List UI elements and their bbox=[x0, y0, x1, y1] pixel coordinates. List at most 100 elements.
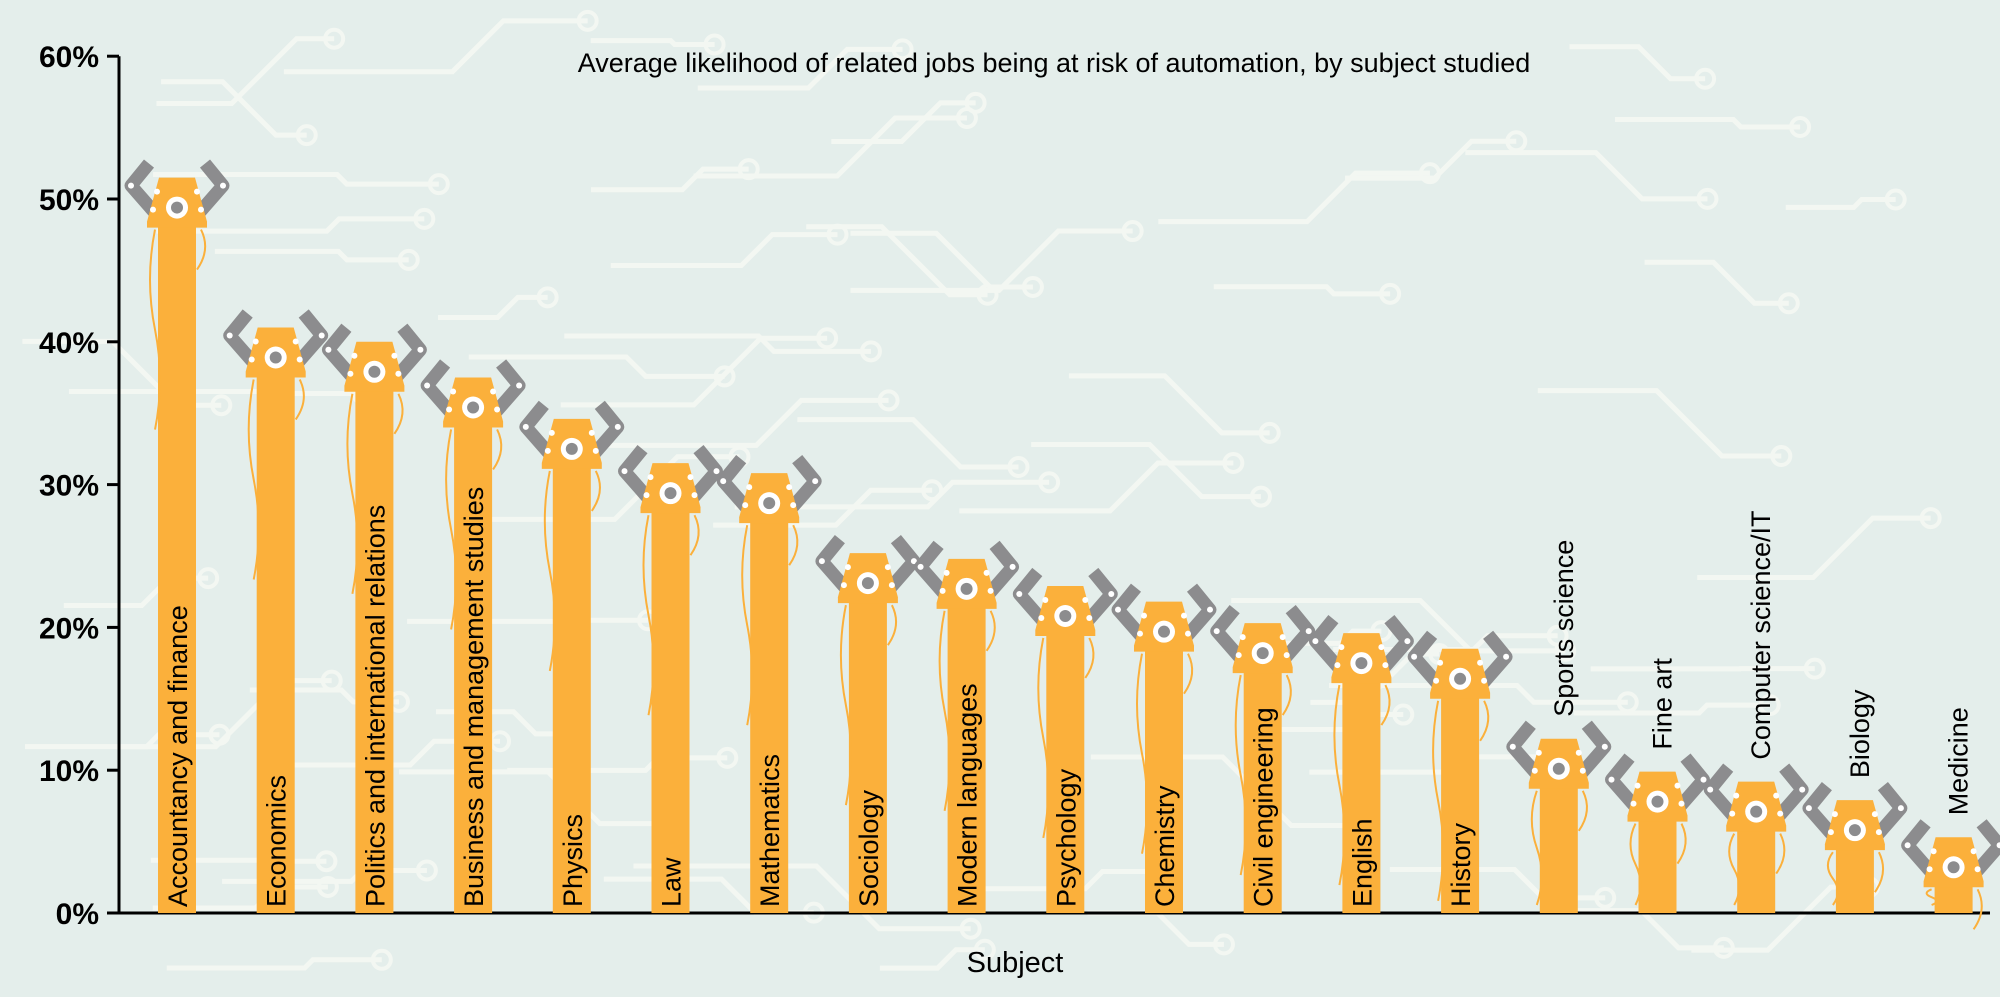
circuit-node bbox=[1777, 292, 1800, 315]
robot-wire bbox=[1775, 833, 1786, 875]
circuit-node bbox=[370, 948, 393, 971]
robot-wire bbox=[247, 379, 260, 580]
circuit-node bbox=[1007, 455, 1030, 478]
bar: Mathematics bbox=[716, 455, 822, 913]
circuit-node bbox=[1712, 936, 1735, 959]
robot-wire bbox=[1577, 790, 1588, 832]
robot-wire bbox=[1183, 653, 1194, 695]
claw-joint bbox=[1312, 638, 1319, 645]
robot-pupil bbox=[1848, 824, 1861, 837]
circuit-node bbox=[959, 917, 982, 940]
claw-joint bbox=[1108, 590, 1115, 597]
robot-wire bbox=[887, 604, 898, 646]
head-rivet bbox=[1477, 659, 1484, 666]
bar: Economics bbox=[223, 309, 329, 913]
bar-body bbox=[651, 493, 690, 913]
circuit-node bbox=[210, 394, 233, 417]
head-rivet bbox=[1437, 659, 1444, 666]
robot-wire bbox=[393, 393, 404, 435]
circuit-node bbox=[397, 248, 420, 271]
head-rivet bbox=[888, 582, 895, 589]
robot-wire bbox=[196, 229, 207, 271]
bar: Physics bbox=[519, 400, 625, 913]
circuit-trace bbox=[1068, 373, 1270, 436]
head-rivet bbox=[647, 474, 654, 481]
bar-body bbox=[256, 357, 295, 913]
claw-joint bbox=[128, 182, 134, 189]
robot-pupil bbox=[1158, 625, 1170, 638]
head-rivet bbox=[1579, 767, 1586, 774]
robot-wire bbox=[294, 379, 305, 421]
circuit-node bbox=[536, 286, 559, 309]
circuit-trace bbox=[1550, 908, 1724, 951]
bar: English bbox=[1308, 614, 1414, 913]
robot-wire bbox=[1037, 637, 1050, 839]
robot-pupil bbox=[1454, 672, 1467, 685]
y-tick-label: 10% bbox=[39, 755, 99, 788]
robot-wire bbox=[1432, 700, 1445, 902]
bar: Sports science bbox=[1506, 540, 1612, 913]
claw-joint bbox=[614, 423, 621, 430]
category-label: Business and management studies bbox=[459, 487, 489, 907]
robot-pupil bbox=[1552, 762, 1565, 775]
robot-wire bbox=[149, 229, 161, 430]
claw-joint bbox=[1897, 805, 1904, 812]
circuit-node bbox=[1370, 620, 1393, 643]
head-rivet bbox=[790, 502, 797, 509]
head-rivet bbox=[1531, 767, 1538, 774]
head-rivet bbox=[1141, 612, 1147, 619]
circuit-node bbox=[1919, 507, 1942, 530]
circuit-node bbox=[716, 746, 739, 769]
circuit-node bbox=[413, 207, 436, 230]
circuit-node bbox=[576, 9, 599, 32]
circuit-trace bbox=[1231, 597, 1566, 654]
head-rivet bbox=[1729, 810, 1736, 817]
circuit-trace bbox=[850, 230, 1033, 290]
x-axis-label: Subject bbox=[967, 947, 1064, 979]
y-tick-label: 40% bbox=[39, 327, 99, 360]
head-rivet bbox=[296, 356, 303, 363]
robot-wire bbox=[689, 514, 700, 556]
bar-body bbox=[1145, 631, 1183, 913]
claw-joint bbox=[417, 346, 424, 353]
bar: Business and management studies bbox=[420, 359, 526, 913]
circuit-node bbox=[316, 875, 339, 898]
circuit-trace bbox=[969, 869, 1161, 892]
circuit-node bbox=[1249, 485, 1272, 508]
head-rivet bbox=[351, 352, 358, 359]
circuit-trace bbox=[564, 333, 871, 354]
category-label: Mathematics bbox=[755, 754, 785, 907]
circuit-trace bbox=[1465, 150, 1708, 202]
robot-wire bbox=[1629, 823, 1642, 906]
head-rivet bbox=[840, 582, 847, 589]
circuit-node bbox=[415, 859, 438, 882]
head-rivet bbox=[1930, 848, 1937, 855]
head-rivet bbox=[1875, 829, 1882, 836]
y-tick-label: 30% bbox=[39, 470, 99, 503]
robot-pupil bbox=[467, 401, 480, 414]
category-label: English bbox=[1347, 818, 1377, 907]
head-rivet bbox=[1378, 644, 1385, 651]
head-rivet bbox=[1926, 866, 1933, 873]
circuit-node bbox=[703, 33, 726, 56]
bar: Accountancy and finance bbox=[124, 159, 230, 913]
claw-joint bbox=[516, 382, 523, 389]
category-label: Fine art bbox=[1648, 658, 1678, 750]
head-rivet bbox=[1181, 612, 1187, 619]
claw-joint bbox=[910, 558, 917, 565]
circuit-node bbox=[1038, 471, 1061, 494]
category-label: Computer science/IT bbox=[1746, 511, 1776, 760]
robot-wire bbox=[1380, 684, 1391, 726]
circuit-node bbox=[1789, 116, 1812, 139]
claw-joint bbox=[1996, 842, 2000, 849]
circuit-node bbox=[891, 38, 914, 61]
head-rivet bbox=[1773, 792, 1780, 799]
bar-body bbox=[552, 448, 591, 913]
head-rivet bbox=[1535, 749, 1542, 756]
head-rivet bbox=[1082, 596, 1089, 603]
claw-joint bbox=[318, 332, 325, 339]
y-tick-label: 0% bbox=[56, 898, 99, 931]
claw-joint bbox=[720, 478, 727, 485]
claw-joint bbox=[1207, 606, 1213, 613]
circuit-node bbox=[1694, 67, 1717, 90]
